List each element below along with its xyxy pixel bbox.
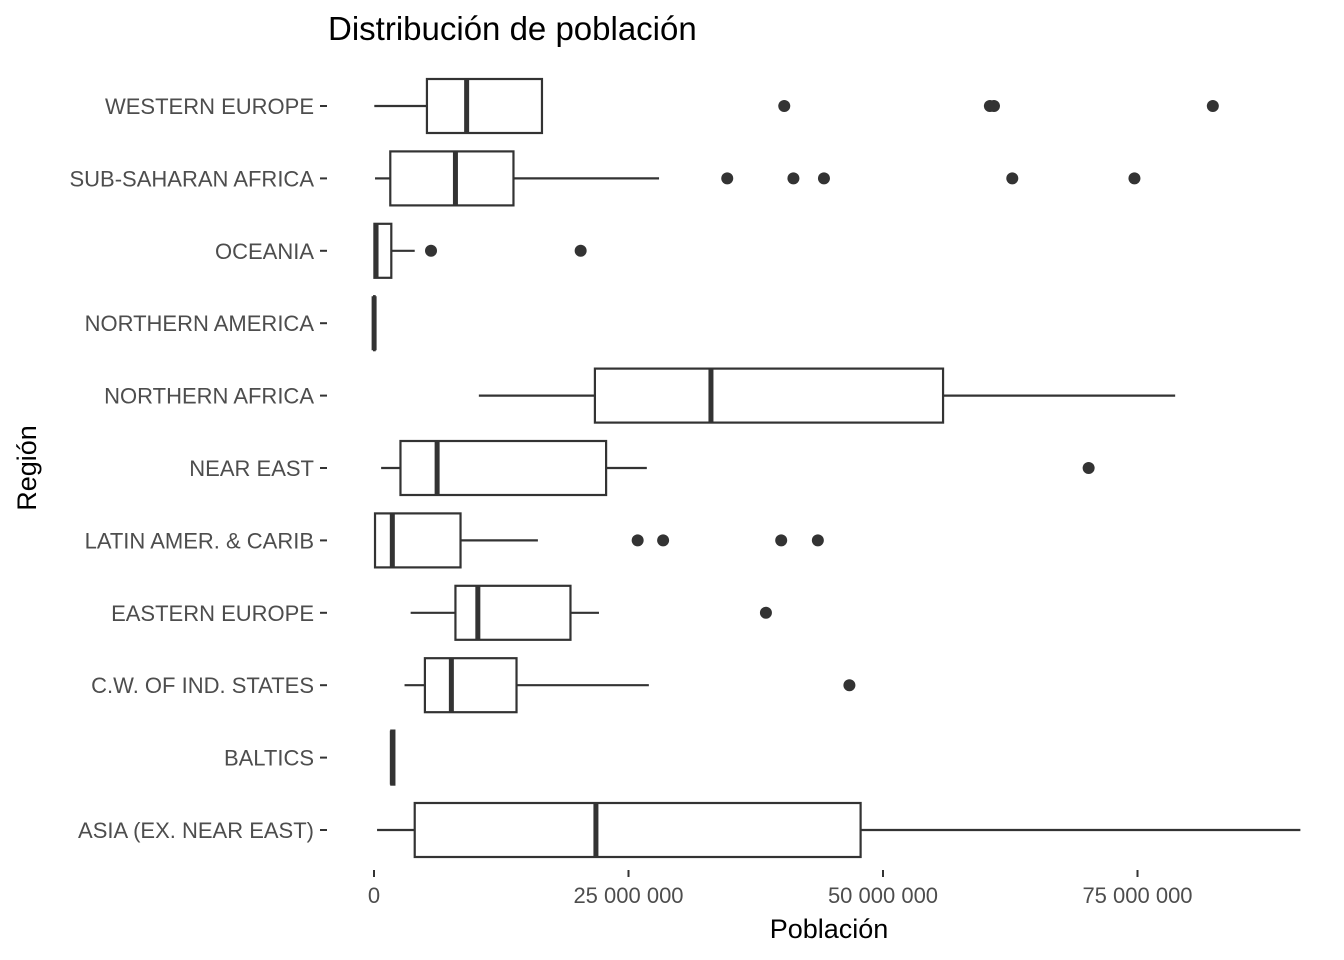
y-axis: WESTERN EUROPE SUB-SAHARAN AFRICA OCEANIA N… — [70, 94, 327, 843]
outlier-point — [721, 172, 734, 185]
box-group — [478, 367, 1176, 424]
x-axis: 0 25 000 000 50 000 000 75 000 000 — [368, 870, 1193, 908]
outlier-point — [1128, 172, 1141, 185]
box — [593, 367, 945, 424]
outlier-point — [778, 100, 791, 112]
box-group — [381, 439, 1095, 497]
y-tick-label: NEAR EAST — [189, 456, 314, 481]
box — [399, 439, 608, 497]
box-group — [374, 77, 1219, 135]
outlier-point — [843, 679, 856, 692]
y-tick-label: WESTERN EUROPE — [105, 94, 314, 119]
y-tick-label: LATIN AMER. & CARIB — [85, 528, 314, 553]
y-tick-label: EASTERN EUROPE — [111, 601, 314, 626]
outlier-point — [425, 244, 438, 257]
y-tick-label: BALTICS — [224, 746, 314, 771]
box-group — [377, 801, 1301, 859]
box-group — [373, 222, 587, 279]
x-tick-label: 25 000 000 — [573, 883, 683, 908]
box-group — [373, 512, 824, 569]
box — [413, 801, 862, 859]
y-tick-label: C.W. OF IND. STATES — [91, 673, 314, 698]
box — [454, 584, 572, 641]
y-tick-label: SUB-SAHARAN AFRICA — [70, 166, 315, 191]
box — [425, 77, 544, 135]
outlier-point — [817, 172, 830, 185]
x-tick-label: 0 — [368, 883, 380, 908]
outlier-point — [657, 534, 670, 547]
y-tick-label: ASIA (EX. NEAR EAST) — [78, 818, 314, 843]
outlier-point — [811, 534, 824, 547]
box-group — [410, 584, 772, 641]
box-group — [404, 657, 856, 714]
box — [423, 657, 518, 714]
box — [373, 512, 462, 569]
outlier-point — [631, 534, 644, 547]
y-axis-title: Región — [12, 425, 42, 511]
box-group — [389, 729, 396, 786]
y-tick-label: NORTHERN AFRICA — [104, 384, 314, 409]
outlier-point — [775, 534, 788, 547]
x-tick-label: 50 000 000 — [828, 883, 938, 908]
plot-area — [371, 77, 1301, 859]
chart-title: Distribución de población — [328, 10, 697, 47]
x-axis-title: Población — [770, 914, 889, 944]
outlier-point — [1082, 462, 1095, 474]
x-tick-label: 75 000 000 — [1082, 883, 1192, 908]
box — [389, 150, 515, 207]
y-tick-label: NORTHERN AMERICA — [85, 311, 315, 336]
outlier-point — [1006, 172, 1019, 185]
y-tick-label: OCEANIA — [215, 239, 314, 264]
outlier-point — [574, 244, 587, 257]
outlier-point — [987, 100, 1000, 112]
outlier-point — [787, 172, 800, 185]
box-group — [371, 295, 377, 352]
outlier-point — [1206, 100, 1219, 112]
outlier-point — [759, 606, 772, 619]
box-group — [375, 150, 1141, 207]
